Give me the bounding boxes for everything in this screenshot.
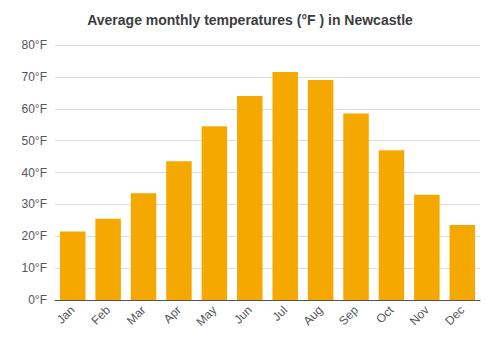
svg-text:Nov: Nov — [407, 303, 432, 328]
svg-text:Aug: Aug — [301, 303, 326, 328]
svg-text:Mar: Mar — [124, 303, 149, 327]
svg-text:40°F: 40°F — [22, 166, 47, 180]
svg-text:70°F: 70°F — [22, 70, 47, 84]
svg-text:Oct: Oct — [373, 303, 397, 327]
svg-text:20°F: 20°F — [22, 229, 47, 243]
svg-text:30°F: 30°F — [22, 197, 47, 211]
svg-text:10°F: 10°F — [22, 261, 47, 275]
svg-text:Feb: Feb — [89, 303, 114, 328]
svg-text:Dec: Dec — [442, 303, 467, 328]
svg-text:50°F: 50°F — [22, 134, 47, 148]
svg-text:May: May — [193, 303, 219, 329]
svg-text:Apr: Apr — [161, 303, 184, 326]
svg-text:Jul: Jul — [269, 303, 290, 324]
svg-text:Jun: Jun — [231, 303, 255, 327]
svg-text:Average monthly temperatures (: Average monthly temperatures (°F ) in Ne… — [87, 12, 413, 28]
svg-text:Sep: Sep — [336, 303, 361, 328]
svg-text:80°F: 80°F — [22, 38, 47, 52]
svg-text:0°F: 0°F — [28, 293, 47, 307]
svg-text:60°F: 60°F — [22, 102, 47, 116]
svg-text:Jan: Jan — [54, 303, 78, 327]
